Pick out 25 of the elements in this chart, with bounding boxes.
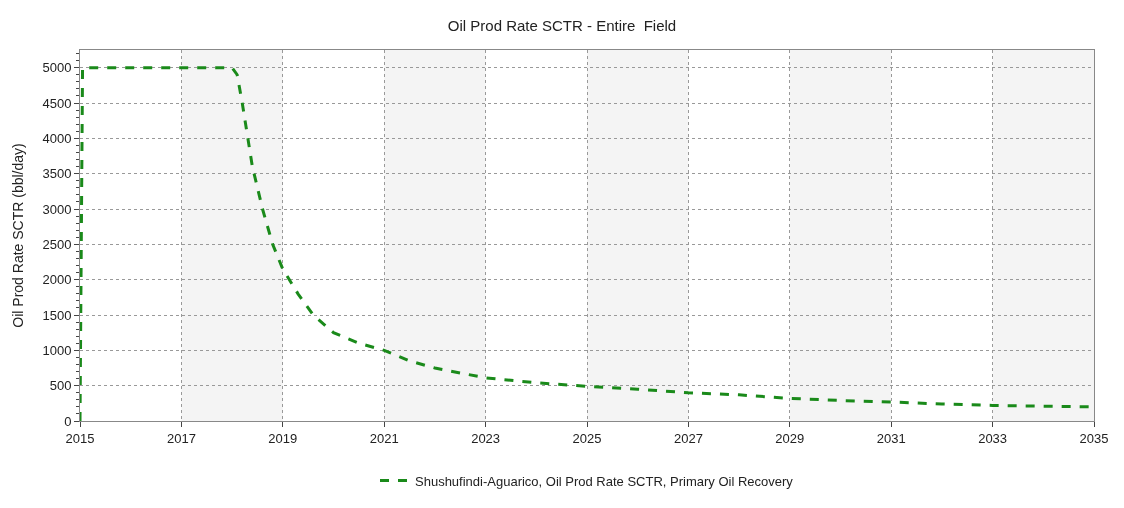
x-tick-label: 2035 [1079,430,1109,446]
x-tick-label: 2025 [572,430,602,446]
y-tick-label: 3000 [42,201,72,217]
x-tick-label: 2029 [775,430,805,446]
x-tick-label: 2027 [673,430,703,446]
x-tick-label: 2021 [369,430,399,446]
y-tick-label: 4000 [42,130,72,146]
y-tick-label: 1500 [42,307,72,323]
x-tick-label: 2033 [978,430,1008,446]
y-tick-label: 500 [49,378,72,394]
x-tick-label: 2015 [65,430,95,446]
y-tick-label: 0 [64,413,72,429]
x-tick-label: 2019 [268,430,298,446]
x-tick-label: 2023 [471,430,501,446]
chart-title: Oil Prod Rate SCTR - Entire Field [447,16,677,34]
y-tick-label: 3500 [42,166,72,182]
x-tick-label: 2017 [166,430,196,446]
y-tick-label: 2500 [42,236,72,252]
x-tick-label: 2031 [876,430,906,446]
y-tick-label: 5000 [42,60,72,76]
y-tick-label: 1000 [42,342,72,358]
y-tick-label: 4500 [42,95,72,111]
legend-label: Shushufindi-Aguarico, Oil Prod Rate SCTR, Primary Oil Recovery [415,473,794,489]
y-axis-title: Oil Prod Rate SCTR (bbl/day) [10,143,27,328]
y-tick-label: 2000 [42,272,72,288]
